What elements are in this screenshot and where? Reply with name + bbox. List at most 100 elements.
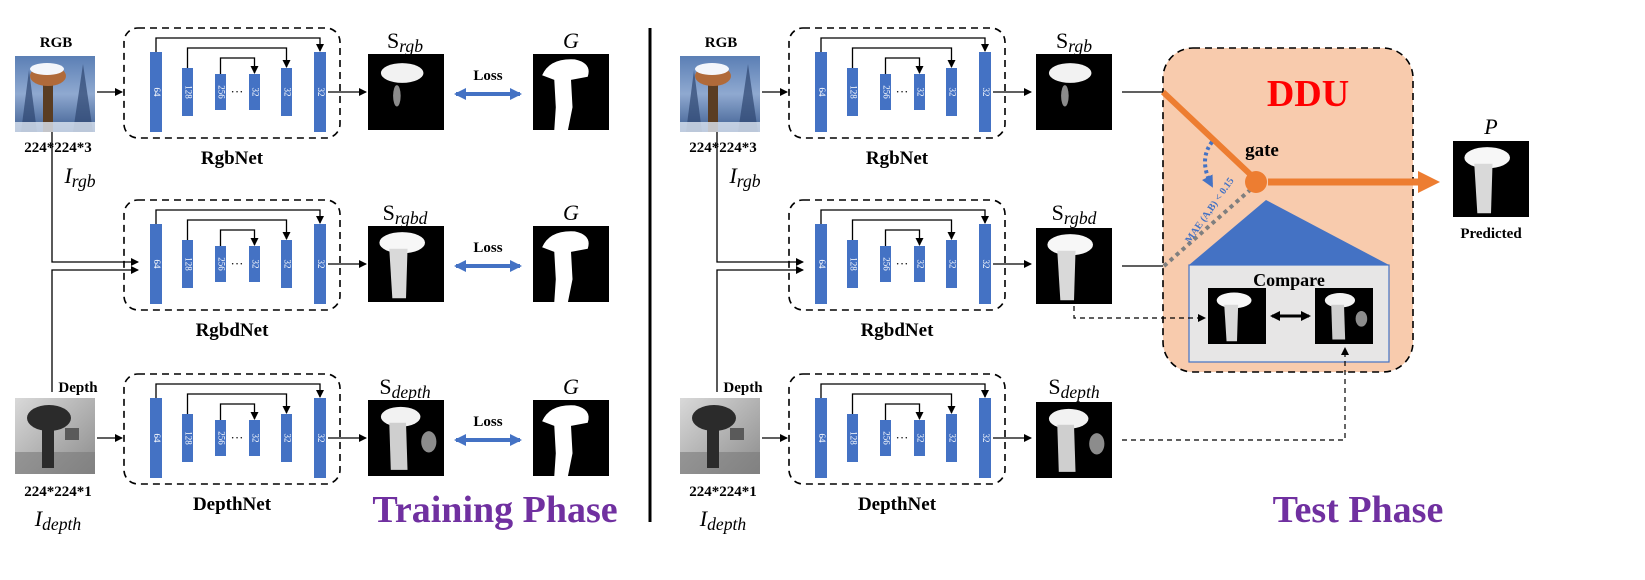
compare-label: Compare xyxy=(1253,270,1325,290)
gate-node xyxy=(1245,171,1267,193)
channel-block xyxy=(946,414,957,462)
channel-label: 64 xyxy=(817,434,827,444)
channel-block xyxy=(880,74,891,110)
channel-label: 256 xyxy=(216,431,226,445)
depth-input-title: Depth xyxy=(723,380,763,396)
channel-block xyxy=(847,240,858,288)
rgbdnet-label: RgbdNet xyxy=(861,320,935,341)
rgb-input-variable: Irgb xyxy=(728,163,760,191)
ellipsis: ··· xyxy=(231,430,244,445)
channel-block xyxy=(150,398,162,478)
unet-training-rgbdnet: 64 128 256 32 32 32 ··· xyxy=(123,199,341,311)
training-phase-title: Training Phase xyxy=(372,489,617,531)
depthnet-label: DepthNet xyxy=(193,494,272,515)
gate-off-path xyxy=(1162,188,1252,268)
ground-truth-map xyxy=(533,54,609,130)
ellipsis: ··· xyxy=(896,84,909,99)
channel-block xyxy=(979,398,991,478)
rgb-input-variable: Irgb xyxy=(63,163,95,191)
channel-label: 32 xyxy=(915,260,925,269)
channel-label: 256 xyxy=(216,257,226,271)
channel-label: 32 xyxy=(250,88,260,97)
compare-triangle xyxy=(1189,200,1389,265)
channel-label: 128 xyxy=(183,257,193,271)
unet-training-depthnet: 64 128 256 32 32 32 ··· xyxy=(123,373,341,485)
channel-label: 128 xyxy=(848,85,858,99)
output-symbol: P xyxy=(1483,114,1497,139)
channel-label: 32 xyxy=(282,88,292,97)
rgb-input-title: RGB xyxy=(40,35,73,51)
channel-label: 32 xyxy=(250,260,260,269)
channel-label: 32 xyxy=(947,434,957,443)
depth-input-image xyxy=(680,398,760,474)
rgbnet-label: RgbNet xyxy=(201,148,264,169)
channel-block xyxy=(815,52,827,132)
training-phase: RGB 224*224*3 Irgb Depth 224*224*1 Idepth 64 12… xyxy=(15,27,609,534)
unet-training-rgbnet: 64 128 256 32 32 32 ··· xyxy=(123,27,341,139)
ground-truth-symbol: G xyxy=(563,200,579,225)
channel-label: 32 xyxy=(316,88,326,97)
channel-label: 128 xyxy=(183,85,193,99)
test-phase-title: Test Phase xyxy=(1273,489,1444,531)
test-output-symbol-rgbnet: Srgb xyxy=(1056,28,1092,56)
test-saliency-map-rgbd xyxy=(1036,228,1112,304)
channel-label: 256 xyxy=(881,85,891,99)
channel-block xyxy=(249,246,260,282)
channel-label: 32 xyxy=(250,434,260,443)
channel-label: 128 xyxy=(848,257,858,271)
channel-label: 32 xyxy=(316,260,326,269)
channel-block xyxy=(281,240,292,288)
ellipsis: ··· xyxy=(896,430,909,445)
channel-block xyxy=(182,68,193,116)
channel-block xyxy=(215,74,226,110)
channel-label: 64 xyxy=(817,260,827,270)
test-saliency-map-depth xyxy=(1036,402,1112,478)
switch-direction-icon xyxy=(1201,140,1214,188)
channel-block xyxy=(215,420,226,456)
depth-input-dims: 224*224*1 xyxy=(689,484,757,500)
depth-input-image xyxy=(15,398,95,474)
channel-block xyxy=(281,414,292,462)
channel-block xyxy=(314,224,326,304)
ellipsis: ··· xyxy=(231,256,244,271)
channel-label: 64 xyxy=(817,88,827,98)
test-phase: RGB 224*224*3 Irgb Depth 224*224*1 Idepth 64 12… xyxy=(680,27,1529,534)
predicted-label: Predicted xyxy=(1460,226,1522,242)
dashed-connector-depth xyxy=(1122,347,1349,441)
channel-block xyxy=(249,74,260,110)
test-output-symbol-depthnet: Sdepth xyxy=(1048,374,1100,402)
channel-block xyxy=(249,420,260,456)
channel-label: 64 xyxy=(152,434,162,444)
compare-map-a xyxy=(1208,288,1266,344)
channel-block xyxy=(150,224,162,304)
channel-label: 256 xyxy=(881,431,891,445)
channel-block xyxy=(847,414,858,462)
channel-label: 32 xyxy=(947,88,957,97)
rgb-input-dims: 224*224*3 xyxy=(24,140,92,156)
unet-test-rgbdnet: 64 128 256 32 32 32 ··· xyxy=(788,199,1006,311)
unet-test-depthnet: 64 128 256 32 32 32 ··· xyxy=(788,373,1006,485)
channel-label: 32 xyxy=(915,88,925,97)
channel-block xyxy=(314,52,326,132)
channel-block xyxy=(880,420,891,456)
ground-truth-symbol: G xyxy=(563,28,579,53)
predicted-map xyxy=(1453,141,1529,217)
rgbnet-label: RgbNet xyxy=(866,148,929,169)
channel-block xyxy=(215,246,226,282)
channel-block xyxy=(815,398,827,478)
channel-label: 32 xyxy=(981,434,991,443)
output-symbol-depthnet: Sdepth xyxy=(379,374,431,402)
channel-block xyxy=(281,68,292,116)
gate-switch xyxy=(1160,89,1255,179)
channel-label: 128 xyxy=(848,431,858,445)
channel-block xyxy=(150,52,162,132)
gate-label: gate xyxy=(1245,140,1279,161)
channel-label: 32 xyxy=(981,260,991,269)
rgbdnet-label: RgbdNet xyxy=(196,320,270,341)
saliency-map-rgbdnet xyxy=(368,226,444,302)
channel-block xyxy=(979,52,991,132)
depthnet-label: DepthNet xyxy=(858,494,937,515)
depth-input-dims: 224*224*1 xyxy=(24,484,92,500)
